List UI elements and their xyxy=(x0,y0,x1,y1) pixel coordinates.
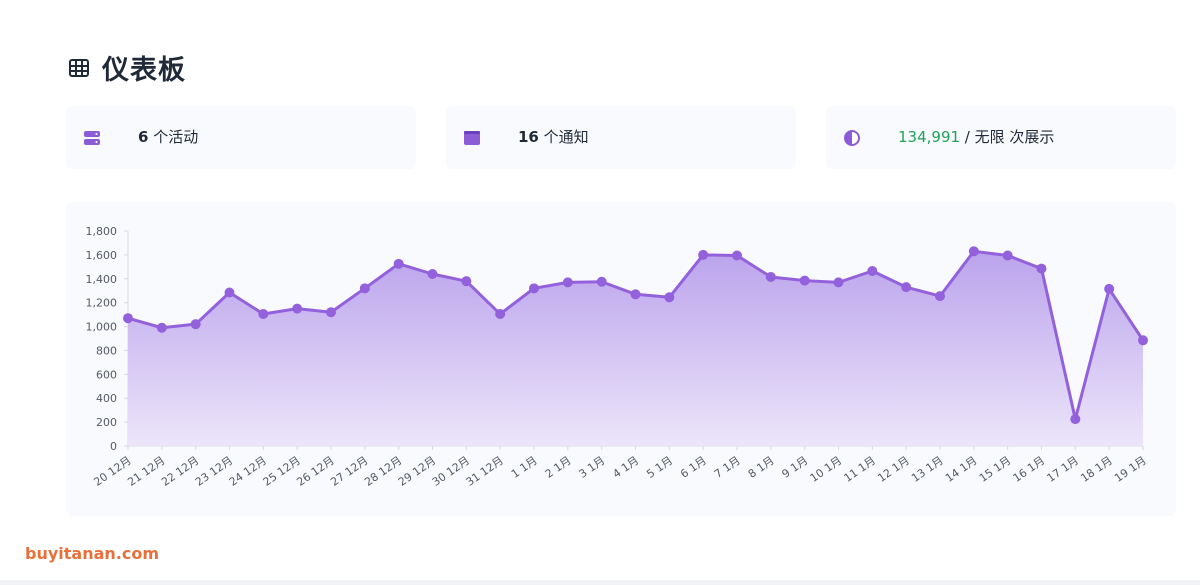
x-tick-label: 4 1月 xyxy=(610,454,641,481)
y-tick-label: 0 xyxy=(110,440,117,453)
x-tick-label: 6 1月 xyxy=(678,454,709,481)
data-point[interactable] xyxy=(224,287,235,298)
x-tick-label: 5 1月 xyxy=(644,454,675,481)
data-point[interactable] xyxy=(156,322,167,333)
y-tick-label: 1,600 xyxy=(86,249,118,262)
stat-card-activities: 6 个活动 xyxy=(66,106,416,169)
x-tick-label: 11 1月 xyxy=(842,454,879,485)
x-tick-label: 29 12月 xyxy=(396,454,438,489)
half-circle-icon xyxy=(844,130,860,146)
data-point[interactable] xyxy=(562,277,573,288)
x-tick-label: 15 1月 xyxy=(977,454,1014,485)
impressions-count: 134,991 xyxy=(898,128,961,146)
data-point[interactable] xyxy=(901,282,912,293)
x-tick-label: 8 1月 xyxy=(746,454,777,481)
activities-label: 个活动 xyxy=(153,128,199,146)
data-point[interactable] xyxy=(596,276,607,287)
x-tick-label: 30 12月 xyxy=(430,454,472,489)
data-point[interactable] xyxy=(630,289,641,300)
x-tick-label: 1 1月 xyxy=(509,454,540,481)
x-tick-label: 2 1月 xyxy=(543,454,574,481)
data-point[interactable] xyxy=(968,246,979,257)
watermark: buyitanan.com xyxy=(25,544,160,563)
impressions-label: 无限 次展示 xyxy=(974,128,1055,146)
y-tick-label: 1,800 xyxy=(86,225,118,238)
x-tick-label: 25 12月 xyxy=(261,454,303,489)
notifications-label: 个通知 xyxy=(543,128,589,146)
x-tick-label: 9 1月 xyxy=(780,454,811,481)
x-tick-label: 27 12月 xyxy=(328,454,370,489)
x-tick-label: 21 12月 xyxy=(125,454,167,489)
table-grid-icon xyxy=(69,58,89,77)
stat-card-notifications: 16 个通知 xyxy=(446,106,796,169)
y-tick-label: 1,000 xyxy=(86,321,118,334)
data-point[interactable] xyxy=(461,276,472,287)
data-point[interactable] xyxy=(698,249,709,260)
x-tick-label: 24 12月 xyxy=(227,454,269,489)
data-point[interactable] xyxy=(292,303,303,314)
x-tick-label: 17 1月 xyxy=(1045,454,1082,485)
data-point[interactable] xyxy=(529,283,539,294)
x-tick-label: 19 1月 xyxy=(1112,454,1149,485)
page-title: 仪表板 xyxy=(102,55,186,86)
y-tick-label: 400 xyxy=(96,392,117,405)
data-point[interactable] xyxy=(833,277,844,288)
data-point[interactable] xyxy=(867,266,878,277)
bottom-divider xyxy=(0,580,1200,585)
x-tick-label: 10 1月 xyxy=(808,454,845,485)
data-point[interactable] xyxy=(258,309,269,320)
x-tick-label: 31 12月 xyxy=(464,454,506,489)
x-tick-label: 26 12月 xyxy=(294,454,336,489)
data-point[interactable] xyxy=(732,250,742,261)
x-tick-label: 12 1月 xyxy=(875,454,912,485)
stat-card-impressions: 134,991 / 无限 次展示 xyxy=(826,106,1176,169)
chart-card: 0 200 400 600 800 1,000 1,200 1,400 1,600 1,800 20… xyxy=(66,202,1176,516)
window-icon xyxy=(464,131,480,145)
data-point[interactable] xyxy=(190,319,201,330)
y-tick-label: 600 xyxy=(96,368,117,381)
series-area xyxy=(128,251,1143,446)
x-tick-label: 14 1月 xyxy=(943,454,980,485)
impressions-separator: / xyxy=(960,128,975,146)
y-tick-label: 200 xyxy=(96,416,117,429)
x-tick-label: 22 12月 xyxy=(159,454,201,489)
y-tick-label: 1,200 xyxy=(86,297,118,310)
data-point[interactable] xyxy=(1036,263,1047,274)
data-point[interactable] xyxy=(799,275,810,286)
x-tick-label: 3 1月 xyxy=(577,454,608,481)
impressions-area-chart: 0 200 400 600 800 1,000 1,200 1,400 1,600 1,800 20… xyxy=(86,225,1149,489)
y-tick-label: 1,400 xyxy=(86,273,118,286)
x-tick-label: 13 1月 xyxy=(909,454,946,485)
data-point[interactable] xyxy=(326,307,336,318)
x-tick-label: 23 12月 xyxy=(193,454,235,489)
y-tick-label: 800 xyxy=(96,344,117,357)
data-point[interactable] xyxy=(123,313,133,324)
notifications-count: 16 xyxy=(518,128,539,146)
data-point[interactable] xyxy=(495,309,506,320)
data-point[interactable] xyxy=(427,269,438,279)
x-tick-label: 18 1月 xyxy=(1078,454,1115,485)
data-point[interactable] xyxy=(1070,414,1081,425)
data-point[interactable] xyxy=(1138,335,1148,346)
data-point[interactable] xyxy=(393,258,404,269)
x-tick-label: 7 1月 xyxy=(712,454,743,481)
data-point[interactable] xyxy=(765,271,776,282)
data-point[interactable] xyxy=(1104,283,1115,294)
x-tick-label: 20 12月 xyxy=(91,454,133,489)
data-point[interactable] xyxy=(935,291,945,302)
data-point[interactable] xyxy=(1002,250,1013,261)
x-tick-label: 28 12月 xyxy=(362,454,404,489)
x-tick-label: 16 1月 xyxy=(1011,454,1048,485)
server-icon xyxy=(84,131,100,145)
page-header: 仪表板 xyxy=(68,48,186,87)
data-point[interactable] xyxy=(359,283,370,294)
data-point[interactable] xyxy=(664,292,675,303)
activities-count: 6 xyxy=(138,128,149,146)
